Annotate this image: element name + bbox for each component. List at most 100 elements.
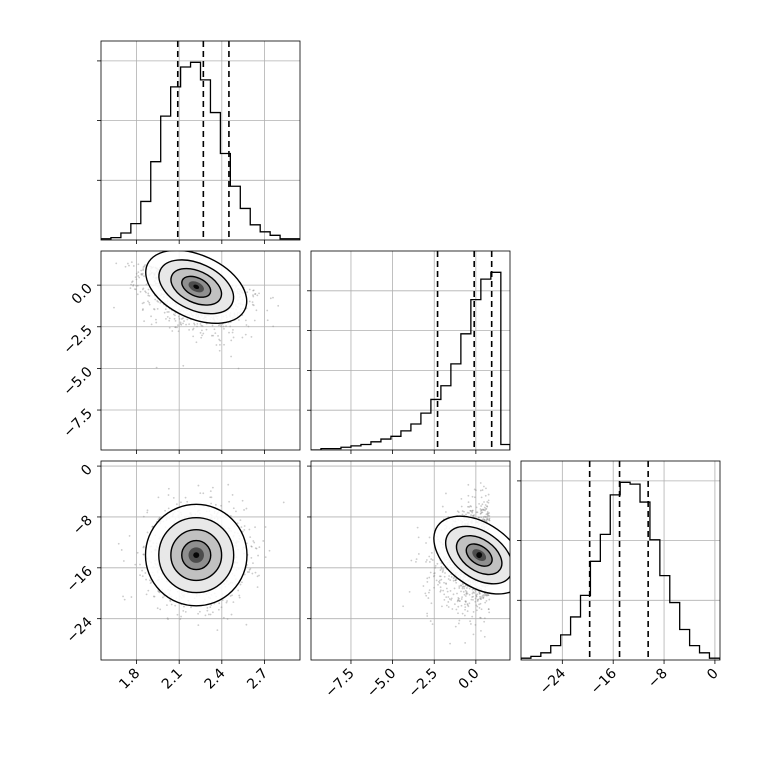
scatter-point: [472, 595, 475, 598]
scatter-point: [452, 579, 455, 582]
scatter-point: [143, 320, 146, 323]
scatter-point: [475, 595, 478, 597]
scatter-point: [449, 642, 451, 645]
scatter-point: [457, 622, 460, 625]
scatter-point: [182, 322, 184, 325]
scatter-point: [480, 596, 482, 599]
scatter-point: [238, 596, 241, 599]
scatter-point: [425, 559, 428, 561]
scatter-point: [457, 605, 460, 608]
scatter-point: [480, 511, 483, 514]
scatter-point: [487, 594, 490, 597]
scatter-point: [252, 294, 254, 297]
contour-1-sigma: [158, 259, 235, 315]
scatter-point: [227, 483, 230, 486]
scatter-point: [433, 572, 435, 575]
scatter-point: [249, 536, 252, 539]
scatter-point: [200, 336, 203, 339]
contour-2-sigma: [181, 539, 212, 571]
scatter-point: [219, 323, 221, 326]
scatter-point: [239, 519, 242, 522]
scatter-point: [155, 321, 158, 324]
contour-0.5-sigma: [144, 503, 248, 607]
scatter-point: [172, 313, 175, 316]
scatter-point: [133, 288, 136, 291]
scatter-point: [157, 590, 160, 593]
scatter-point: [159, 301, 162, 304]
scatter-point: [245, 324, 248, 326]
scatter-point: [481, 595, 484, 597]
scatter-point: [425, 542, 427, 544]
scatter-point: [442, 589, 445, 592]
scatter-point: [487, 608, 490, 611]
scatter-point: [486, 518, 489, 521]
scatter-point: [251, 301, 254, 304]
y-tick-label: 0: [78, 462, 96, 480]
scatter-point: [226, 618, 229, 620]
scatter-point: [481, 503, 484, 506]
scatter-point: [237, 367, 240, 370]
y-tick-label: −24: [64, 614, 96, 646]
scatter-point: [190, 606, 192, 609]
scatter-point: [462, 583, 464, 586]
scatter-point: [480, 630, 482, 632]
scatter-point: [209, 606, 212, 609]
scatter-point: [158, 591, 160, 593]
scatter-point: [168, 326, 171, 329]
grid: [561, 461, 716, 660]
scatter-point: [184, 496, 187, 499]
scatter-point: [251, 303, 254, 306]
scatter-point: [150, 323, 153, 326]
scatter-point: [464, 606, 467, 609]
scatter-point: [225, 325, 227, 328]
scatter-point: [168, 317, 171, 320]
scatter-point: [471, 592, 474, 595]
scatter-point: [150, 315, 152, 318]
scatter-point: [180, 615, 182, 618]
scatter-point: [483, 485, 485, 488]
scatter-point: [449, 590, 452, 592]
scatter-point: [192, 327, 195, 330]
scatter-point: [485, 519, 488, 522]
scatter-point: [155, 366, 158, 369]
scatter-point: [456, 600, 459, 603]
scatter-point: [142, 301, 145, 304]
scatter-point: [142, 553, 145, 556]
scatter-point: [460, 584, 462, 587]
scatter-point: [256, 575, 259, 578]
scatter-point: [150, 581, 153, 583]
scatter-point: [156, 307, 159, 310]
scatter-point: [417, 553, 420, 555]
scatter-point: [479, 597, 481, 600]
scatter-point: [481, 511, 484, 514]
scatter-point: [145, 593, 148, 596]
scatter-point: [221, 599, 224, 601]
scatter-point: [476, 600, 479, 602]
scatter-point: [478, 591, 481, 594]
scatter-point: [485, 513, 488, 516]
scatter-point: [253, 319, 256, 322]
scatter-point: [467, 605, 470, 608]
scatter-point: [474, 489, 477, 492]
scatter-point: [141, 273, 144, 276]
scatter-point: [484, 515, 487, 518]
scatter-point: [197, 624, 200, 627]
scatter-point: [237, 589, 240, 592]
scatter-point: [464, 603, 466, 606]
scatter-point: [458, 600, 461, 603]
scatter-point: [479, 598, 482, 600]
scatter-point: [117, 542, 120, 545]
scatter-point: [474, 589, 477, 592]
scatter-point: [142, 553, 145, 556]
scatter-point: [431, 623, 434, 626]
scatter-point: [126, 262, 129, 265]
scatter-point: [164, 308, 167, 311]
scatter-point: [246, 291, 249, 294]
grid: [350, 251, 477, 450]
scatter-point: [450, 576, 453, 578]
scatter-point: [471, 511, 474, 514]
scatter-point: [432, 575, 435, 578]
scatter-point: [426, 612, 429, 615]
scatter-point: [149, 582, 152, 585]
scatter-point: [205, 328, 208, 331]
